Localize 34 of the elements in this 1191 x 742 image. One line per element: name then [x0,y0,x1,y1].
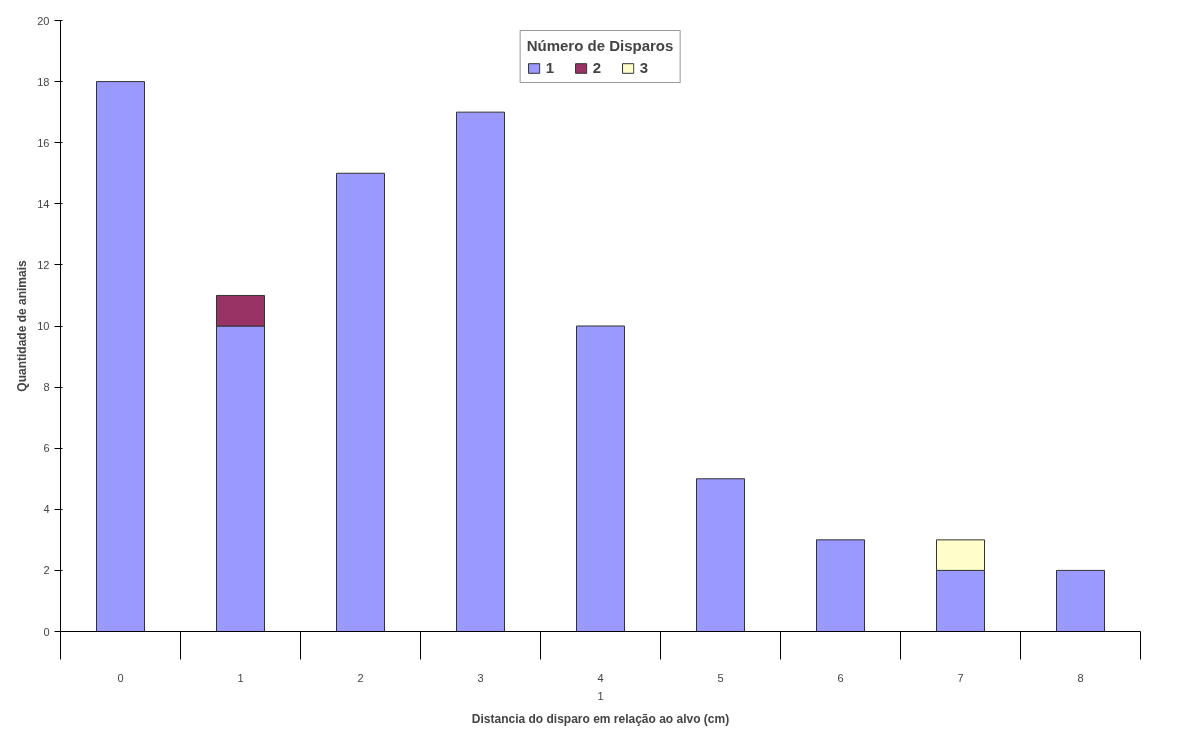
x-tick-label: 6 [837,671,844,684]
y-tick-label: 0 [43,625,50,638]
bar [456,111,505,632]
y-tick-label: 6 [43,442,50,455]
x-tick-label: 0 [117,671,124,684]
x-tick-label: 2 [357,671,364,684]
y-tick-label: 2 [43,564,50,577]
legend-label: 2 [592,59,602,76]
y-tick-label: 20 [37,14,50,27]
x-tick-label: 3 [477,671,484,684]
y-tick-label: 8 [43,381,50,394]
bar [1056,569,1105,632]
legend-title: Número de Disparos [526,37,674,54]
x-tick-label: 8 [1077,671,1084,684]
x-tick-label: 7 [957,671,964,684]
bar [96,81,145,632]
y-tick-label: 16 [37,136,50,149]
text: 1 [597,689,604,702]
bar [336,172,385,632]
y-tick-label: 14 [37,197,50,210]
bar [696,478,745,632]
y-tick-label: 18 [37,75,50,88]
legend-label: 3 [639,59,649,76]
x-tick-label: 5 [717,671,724,684]
y-tick-label: 10 [37,320,50,332]
bar [816,539,865,632]
y-tick-label: 4 [43,503,50,516]
y-axis-title: Quantidade de animais [15,259,30,392]
x-tick-label: 1 [237,671,244,684]
bar [576,325,625,632]
y-tick-label: 12 [37,258,50,271]
x-tick-label: 4 [597,671,604,684]
x-axis-title: Distancia do disparo em relação ao alvo (cm) [471,711,730,726]
legend-label: 1 [545,59,555,76]
